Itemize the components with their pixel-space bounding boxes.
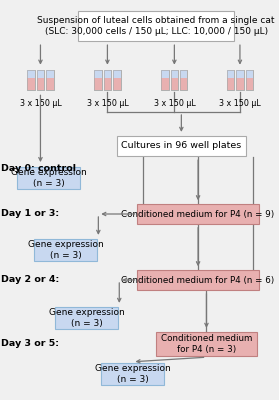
Text: Gene expression
(n = 3): Gene expression (n = 3) [28, 240, 104, 260]
FancyBboxPatch shape [137, 204, 259, 224]
FancyBboxPatch shape [180, 70, 187, 78]
FancyBboxPatch shape [171, 70, 178, 78]
FancyBboxPatch shape [55, 307, 118, 329]
Text: Conditioned medium for P4 (n = 9): Conditioned medium for P4 (n = 9) [121, 210, 275, 218]
FancyBboxPatch shape [113, 70, 121, 78]
FancyBboxPatch shape [104, 78, 111, 90]
FancyBboxPatch shape [37, 70, 44, 78]
FancyBboxPatch shape [227, 70, 234, 78]
Text: 3 x 150 μL: 3 x 150 μL [219, 100, 261, 108]
FancyBboxPatch shape [227, 70, 234, 90]
FancyBboxPatch shape [27, 78, 35, 90]
FancyBboxPatch shape [117, 136, 246, 156]
FancyBboxPatch shape [37, 70, 44, 90]
FancyBboxPatch shape [171, 70, 178, 90]
FancyBboxPatch shape [246, 70, 253, 78]
Text: Conditioned medium for P4 (n = 6): Conditioned medium for P4 (n = 6) [121, 276, 275, 284]
FancyBboxPatch shape [34, 239, 97, 261]
FancyBboxPatch shape [46, 78, 54, 90]
FancyBboxPatch shape [236, 78, 244, 90]
FancyBboxPatch shape [161, 78, 169, 90]
FancyBboxPatch shape [171, 78, 178, 90]
FancyBboxPatch shape [46, 70, 54, 90]
Text: Day 3 or 5:: Day 3 or 5: [1, 340, 59, 348]
FancyBboxPatch shape [236, 70, 244, 78]
FancyBboxPatch shape [37, 78, 44, 90]
Text: Cultures in 96 well plates: Cultures in 96 well plates [121, 142, 242, 150]
FancyBboxPatch shape [161, 70, 169, 78]
Text: 3 x 150 μL: 3 x 150 μL [20, 100, 61, 108]
FancyBboxPatch shape [17, 167, 80, 189]
FancyBboxPatch shape [27, 70, 35, 78]
FancyBboxPatch shape [104, 70, 111, 78]
FancyBboxPatch shape [104, 70, 111, 90]
FancyBboxPatch shape [94, 78, 102, 90]
FancyBboxPatch shape [101, 363, 164, 385]
FancyBboxPatch shape [113, 78, 121, 90]
FancyBboxPatch shape [94, 70, 102, 90]
Text: Day 1 or 3:: Day 1 or 3: [1, 210, 59, 218]
FancyBboxPatch shape [78, 11, 234, 41]
Text: Gene expression
(n = 3): Gene expression (n = 3) [95, 364, 170, 384]
FancyBboxPatch shape [227, 78, 234, 90]
FancyBboxPatch shape [113, 70, 121, 90]
FancyBboxPatch shape [180, 78, 187, 90]
Text: Suspension of luteal cells obtained from a single cat
(SLC: 30,000 cells / 150 μ: Suspension of luteal cells obtained from… [37, 16, 275, 36]
Text: Day 0: control: Day 0: control [1, 164, 76, 173]
FancyBboxPatch shape [156, 332, 257, 356]
FancyBboxPatch shape [46, 70, 54, 78]
FancyBboxPatch shape [246, 78, 253, 90]
FancyBboxPatch shape [94, 70, 102, 78]
Text: Gene expression
(n = 3): Gene expression (n = 3) [11, 168, 87, 188]
Text: Gene expression
(n = 3): Gene expression (n = 3) [49, 308, 124, 328]
FancyBboxPatch shape [27, 70, 35, 90]
FancyBboxPatch shape [236, 70, 244, 90]
FancyBboxPatch shape [246, 70, 253, 90]
Text: 3 x 150 μL: 3 x 150 μL [86, 100, 128, 108]
FancyBboxPatch shape [137, 270, 259, 290]
Text: Day 2 or 4:: Day 2 or 4: [1, 276, 60, 284]
FancyBboxPatch shape [161, 70, 169, 90]
Text: 3 x 150 μL: 3 x 150 μL [153, 100, 195, 108]
FancyBboxPatch shape [180, 70, 187, 90]
Text: Conditioned medium
for P4 (n = 3): Conditioned medium for P4 (n = 3) [161, 334, 252, 354]
